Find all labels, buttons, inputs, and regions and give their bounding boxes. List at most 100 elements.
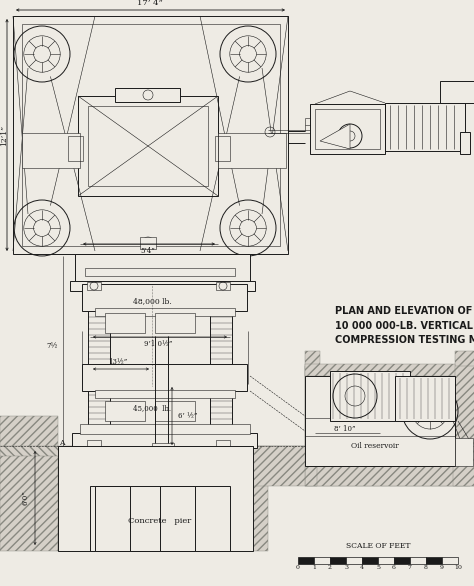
Bar: [453, 366, 474, 486]
Bar: [105, 401, 145, 421]
Bar: [115, 88, 180, 102]
Bar: [80, 424, 250, 434]
Bar: [82, 284, 247, 311]
Bar: [305, 376, 455, 466]
Bar: [455, 438, 473, 466]
Text: 13½”: 13½”: [109, 358, 128, 366]
Bar: [210, 276, 232, 386]
Bar: [58, 523, 253, 551]
Bar: [455, 351, 474, 486]
Bar: [85, 268, 235, 276]
Circle shape: [345, 131, 355, 141]
Bar: [88, 276, 110, 386]
Bar: [155, 401, 195, 421]
Circle shape: [425, 406, 435, 416]
Text: 2: 2: [328, 565, 332, 570]
Bar: [253, 446, 305, 486]
Bar: [88, 384, 110, 446]
Text: 3: 3: [344, 565, 348, 570]
Text: 6: 6: [392, 565, 396, 570]
Text: 17’ 4”: 17’ 4”: [137, 0, 163, 7]
Text: 6’0”: 6’0”: [22, 490, 30, 506]
Circle shape: [239, 46, 256, 62]
Text: 12’1”: 12’1”: [0, 124, 8, 145]
Text: SCALE OF FEET: SCALE OF FEET: [346, 542, 410, 550]
Bar: [210, 384, 232, 446]
Bar: [395, 376, 455, 421]
Text: A: A: [59, 439, 65, 447]
Bar: [442, 557, 458, 564]
Bar: [305, 364, 455, 376]
Bar: [95, 486, 130, 551]
Bar: [216, 440, 230, 448]
Bar: [305, 351, 320, 451]
Text: PLAN AND ELEVATION OF: PLAN AND ELEVATION OF: [335, 306, 473, 316]
Bar: [215, 136, 230, 161]
Bar: [87, 440, 101, 448]
Bar: [330, 371, 410, 421]
Bar: [88, 106, 208, 186]
Bar: [58, 446, 253, 551]
Bar: [298, 557, 314, 564]
Bar: [460, 132, 470, 154]
Bar: [155, 313, 195, 333]
Bar: [75, 254, 250, 284]
Bar: [305, 461, 455, 486]
Text: COMPRESSION TESTING MACHINE: COMPRESSION TESTING MACHINE: [335, 335, 474, 345]
Text: 0: 0: [296, 565, 300, 570]
Bar: [216, 282, 230, 290]
Text: 9’1 0½”: 9’1 0½”: [144, 340, 172, 348]
Text: 48,000 lb.: 48,000 lb.: [133, 297, 172, 305]
Text: 8’ 10”: 8’ 10”: [334, 425, 356, 433]
Bar: [394, 557, 410, 564]
Bar: [305, 471, 470, 486]
Text: 6’ ½”: 6’ ½”: [178, 412, 198, 420]
Bar: [68, 136, 83, 161]
Bar: [22, 133, 80, 168]
Bar: [90, 486, 230, 551]
Bar: [22, 24, 280, 246]
Bar: [95, 390, 235, 398]
Bar: [152, 443, 174, 451]
Text: 10 000 000-LB. VERTICAL: 10 000 000-LB. VERTICAL: [335, 321, 473, 331]
Text: 4: 4: [360, 565, 364, 570]
Text: 45,000  lb.: 45,000 lb.: [133, 404, 171, 412]
Polygon shape: [320, 124, 350, 149]
Bar: [362, 557, 378, 564]
Bar: [105, 313, 145, 333]
Bar: [82, 364, 247, 391]
Bar: [315, 109, 380, 149]
Bar: [140, 237, 156, 249]
Bar: [160, 486, 195, 551]
Bar: [410, 557, 426, 564]
Bar: [378, 557, 394, 564]
Bar: [310, 104, 385, 154]
Bar: [72, 433, 257, 448]
Text: Oil reservoir: Oil reservoir: [351, 442, 399, 450]
Bar: [346, 557, 362, 564]
Text: 1: 1: [312, 565, 316, 570]
Bar: [440, 81, 474, 103]
Bar: [78, 96, 218, 196]
Bar: [305, 418, 455, 436]
Bar: [0, 416, 58, 551]
Text: 7: 7: [408, 565, 412, 570]
Circle shape: [34, 220, 50, 236]
Text: Concrete   pier: Concrete pier: [128, 517, 191, 525]
Bar: [426, 557, 442, 564]
Text: 7½: 7½: [46, 342, 58, 350]
Bar: [330, 557, 346, 564]
Bar: [70, 281, 255, 291]
Text: 9: 9: [440, 565, 444, 570]
Text: 5’4”: 5’4”: [141, 247, 155, 255]
Bar: [253, 451, 268, 551]
Bar: [385, 103, 465, 151]
Circle shape: [239, 220, 256, 236]
Text: 8: 8: [424, 565, 428, 570]
Bar: [305, 366, 317, 486]
Bar: [87, 282, 101, 290]
Text: 10: 10: [454, 565, 462, 570]
Circle shape: [34, 46, 50, 62]
Text: 5: 5: [376, 565, 380, 570]
Bar: [314, 557, 330, 564]
